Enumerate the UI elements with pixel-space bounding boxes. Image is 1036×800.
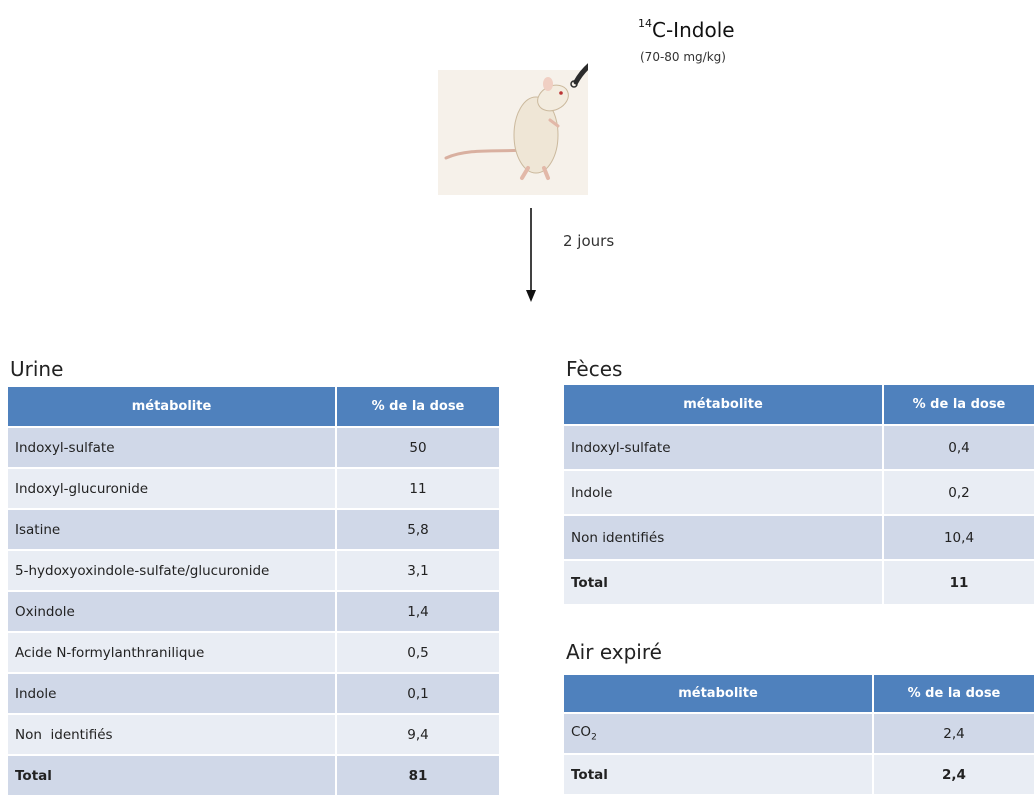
table-row: Oxindole 1,4 xyxy=(8,592,501,633)
column-header-dose: % de la dose xyxy=(884,385,1036,426)
rat-ear xyxy=(543,77,553,91)
table-row: Non identifiés 9,4 xyxy=(8,715,501,756)
metabolite-cell: Indoxyl-glucuronide xyxy=(8,469,337,510)
column-header-metabolite: métabolite xyxy=(564,675,874,714)
column-header-metabolite: métabolite xyxy=(564,385,884,426)
dose-cell: 11 xyxy=(337,469,501,510)
rat-illustration xyxy=(438,63,588,195)
dose-cell: 0,4 xyxy=(884,426,1036,471)
urine-section-title: Urine xyxy=(10,357,64,381)
total-value: 81 xyxy=(337,756,501,797)
urine-table: métabolite % de la dose Indoxyl-sulfate … xyxy=(8,387,501,797)
rat-front-paw xyxy=(548,118,560,128)
table-row: Isatine 5,8 xyxy=(8,510,501,551)
metabolite-cell: Indole xyxy=(564,471,884,516)
column-header-dose: % de la dose xyxy=(874,675,1036,714)
dose-cell: 0,2 xyxy=(884,471,1036,516)
table-header-row: métabolite % de la dose xyxy=(564,385,1036,426)
feces-section-title: Fèces xyxy=(566,357,623,381)
needle-tip xyxy=(570,80,578,88)
column-header-dose: % de la dose xyxy=(337,387,501,428)
metabolite-cell: Non identifiés xyxy=(564,516,884,561)
total-row: Total 11 xyxy=(564,561,1036,606)
total-value: 11 xyxy=(884,561,1036,606)
metabolite-cell: Indole xyxy=(8,674,337,715)
co2-subscript: 2 xyxy=(591,732,597,743)
dose-cell: 10,4 xyxy=(884,516,1036,561)
metabolite-cell: Indoxyl-sulfate xyxy=(564,426,884,471)
table-row: 5-hydoxyoxindole-sulfate/glucuronide 3,1 xyxy=(8,551,501,592)
feces-table: métabolite % de la dose Indoxyl-sulfate … xyxy=(564,385,1036,606)
dose-cell: 0,5 xyxy=(337,633,501,674)
dose-label: (70-80 mg/kg) xyxy=(640,50,726,64)
metabolite-cell: CO2 xyxy=(564,714,874,755)
table-row: Non identifiés 10,4 xyxy=(564,516,1036,561)
total-value: 2,4 xyxy=(874,755,1036,796)
table-row: CO2 2,4 xyxy=(564,714,1036,755)
metabolite-cell: 5-hydoxyoxindole-sulfate/glucuronide xyxy=(8,551,337,592)
metabolite-cell: Indoxyl-sulfate xyxy=(8,428,337,469)
table-row: Indoxyl-glucuronide 11 xyxy=(8,469,501,510)
dose-cell: 50 xyxy=(337,428,501,469)
total-label: Total xyxy=(564,755,874,796)
metabolite-cell: Isatine xyxy=(8,510,337,551)
co-label: CO xyxy=(571,724,592,741)
compound-label: 14C-Indole xyxy=(638,17,735,42)
table-row: Acide N-formylanthranilique 0,5 xyxy=(8,633,501,674)
metabolite-cell: Oxindole xyxy=(8,592,337,633)
air-section-title: Air expiré xyxy=(566,640,662,664)
dose-cell: 9,4 xyxy=(337,715,501,756)
injection-tube-icon xyxy=(573,63,588,85)
total-row: Total 2,4 xyxy=(564,755,1036,796)
table-row: Indoxyl-sulfate 50 xyxy=(8,428,501,469)
compound-name: C-Indole xyxy=(652,18,735,42)
table-row: Indole 0,2 xyxy=(564,471,1036,516)
metabolite-cell: Acide N-formylanthranilique xyxy=(8,633,337,674)
rat-body xyxy=(513,96,559,174)
table-row: Indole 0,1 xyxy=(8,674,501,715)
rat-hind-legs xyxy=(520,166,550,180)
arrow-down-icon xyxy=(526,208,536,302)
dose-cell: 3,1 xyxy=(337,551,501,592)
dose-cell: 5,8 xyxy=(337,510,501,551)
total-row: Total 81 xyxy=(8,756,501,797)
isotope-superscript: 14 xyxy=(638,17,652,31)
air-table: métabolite % de la dose CO2 2,4 Total 2,… xyxy=(564,675,1036,796)
dose-cell: 0,1 xyxy=(337,674,501,715)
dose-cell: 2,4 xyxy=(874,714,1036,755)
table-header-row: métabolite % de la dose xyxy=(564,675,1036,714)
table-row: Indoxyl-sulfate 0,4 xyxy=(564,426,1036,471)
dose-cell: 1,4 xyxy=(337,592,501,633)
total-label: Total xyxy=(564,561,884,606)
column-header-metabolite: métabolite xyxy=(8,387,337,428)
rat-eye xyxy=(559,91,563,95)
metabolite-cell: Non identifiés xyxy=(8,715,337,756)
duration-label: 2 jours xyxy=(563,232,615,250)
table-header-row: métabolite % de la dose xyxy=(8,387,501,428)
total-label: Total xyxy=(8,756,337,797)
